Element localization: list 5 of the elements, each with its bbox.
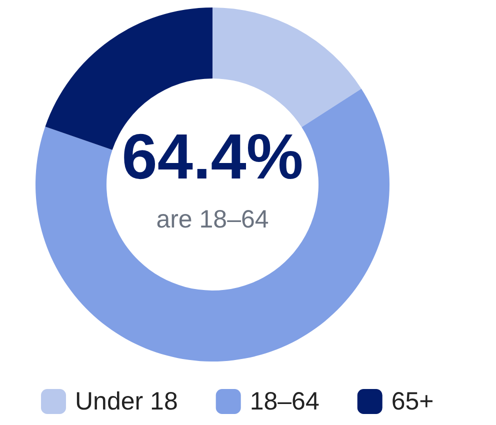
legend-label: 65+ xyxy=(391,388,434,416)
text: are 18–64 xyxy=(156,206,269,234)
legend-label: Under 18 xyxy=(75,388,178,416)
text: 64.4% xyxy=(122,120,304,192)
legend-label: 18–64 xyxy=(250,388,320,416)
